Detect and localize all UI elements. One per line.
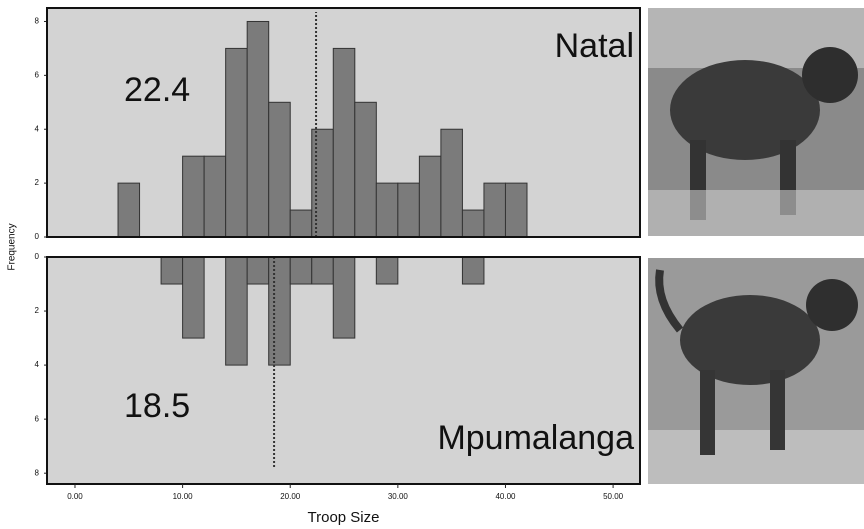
plot-frame <box>46 256 641 485</box>
bar <box>354 101 377 238</box>
bar <box>289 209 313 238</box>
bar <box>203 155 227 238</box>
bar <box>461 209 485 238</box>
mean-label: 18.5 <box>124 387 190 425</box>
bar <box>483 182 506 238</box>
bar <box>375 182 399 238</box>
bar <box>440 128 463 238</box>
y-tick-label: 0 <box>35 232 40 241</box>
bar <box>461 256 485 285</box>
x-tick-label: 50.00 <box>603 492 624 501</box>
y-tick-label: 0 <box>35 252 40 261</box>
x-tick-label: 40.00 <box>495 492 516 501</box>
y-tick-label: 8 <box>35 468 40 477</box>
bar <box>375 256 399 285</box>
bar <box>117 182 141 238</box>
y-tick-label: 6 <box>35 414 40 423</box>
panel-label: Natal <box>555 27 634 65</box>
y-axis-label: Frequency <box>7 223 18 270</box>
bar <box>311 256 334 285</box>
bar <box>225 256 248 366</box>
y-tick-label: 6 <box>35 70 40 79</box>
bar <box>332 47 356 238</box>
panel-label: Mpumalanga <box>437 419 634 457</box>
y-tick-label: 4 <box>35 124 40 133</box>
bar <box>268 256 291 366</box>
mean-label: 22.4 <box>124 71 190 109</box>
bar <box>246 20 270 238</box>
bar <box>332 256 356 339</box>
bar <box>182 256 205 339</box>
bar <box>418 155 442 238</box>
y-tick-label: 2 <box>35 178 40 187</box>
bar <box>504 182 528 238</box>
x-tick-label: 30.00 <box>388 492 409 501</box>
x-axis-label: Troop Size <box>308 509 380 526</box>
x-tick-label: 10.00 <box>173 492 194 501</box>
bar <box>182 155 205 238</box>
bar <box>160 256 184 285</box>
bar <box>289 256 313 285</box>
photo-bottom <box>648 258 864 484</box>
x-tick-label: 20.00 <box>280 492 301 501</box>
plot-frame <box>46 7 641 238</box>
y-tick-label: 4 <box>35 360 40 369</box>
y-tick-label: 8 <box>35 17 40 26</box>
bar <box>268 101 291 238</box>
bar <box>311 128 334 238</box>
y-tick-label: 2 <box>35 306 40 315</box>
bar <box>246 256 270 285</box>
bar <box>397 182 420 238</box>
bar <box>225 47 248 238</box>
x-tick-label: 0.00 <box>67 492 83 501</box>
photo-top <box>648 8 864 236</box>
